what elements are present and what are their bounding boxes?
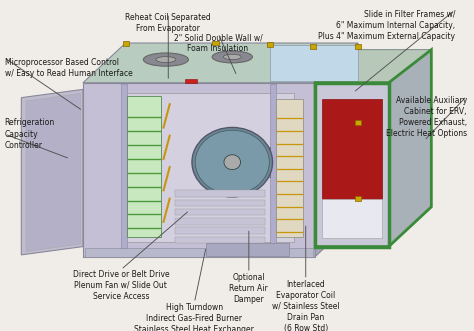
Ellipse shape	[224, 155, 240, 169]
FancyBboxPatch shape	[175, 190, 265, 197]
Bar	[355, 120, 361, 125]
Polygon shape	[270, 45, 358, 81]
Bar	[310, 44, 316, 49]
Polygon shape	[315, 50, 431, 83]
Polygon shape	[389, 50, 431, 247]
Bar	[355, 196, 361, 201]
Bar	[355, 44, 361, 49]
FancyBboxPatch shape	[270, 84, 276, 248]
Bar	[185, 79, 197, 83]
Polygon shape	[315, 50, 358, 247]
Polygon shape	[83, 43, 358, 83]
Ellipse shape	[212, 51, 252, 63]
Polygon shape	[322, 99, 382, 199]
FancyBboxPatch shape	[175, 200, 265, 206]
Ellipse shape	[143, 53, 188, 66]
Polygon shape	[276, 99, 303, 237]
Polygon shape	[315, 43, 358, 257]
Ellipse shape	[195, 130, 269, 194]
Text: Direct Drive or Belt Drive
Plenum Fan w/ Slide Out
Service Access: Direct Drive or Belt Drive Plenum Fan w/…	[73, 270, 169, 301]
Text: Refrigeration
Capacity
Controller: Refrigeration Capacity Controller	[5, 118, 55, 150]
Text: High Turndown
Indirect Gas-Fired Burner
Stainless Steel Heat Exchanger: High Turndown Indirect Gas-Fired Burner …	[135, 303, 254, 331]
Bar	[123, 41, 129, 46]
Text: 2" Solid Double Wall w/
Foam Insulation: 2" Solid Double Wall w/ Foam Insulation	[173, 33, 263, 53]
Polygon shape	[127, 96, 161, 237]
Bar	[267, 42, 273, 47]
Polygon shape	[83, 83, 315, 257]
FancyBboxPatch shape	[175, 237, 265, 243]
Ellipse shape	[156, 57, 176, 63]
Text: Reheat Coil Separated
From Evaporator: Reheat Coil Separated From Evaporator	[126, 13, 211, 33]
Polygon shape	[126, 93, 294, 242]
FancyBboxPatch shape	[85, 248, 313, 257]
Polygon shape	[21, 89, 83, 255]
Polygon shape	[322, 199, 382, 238]
Polygon shape	[232, 147, 270, 177]
FancyBboxPatch shape	[175, 227, 265, 234]
Text: Available Auxiliary
Cabinet for ERV,
Powered Exhaust,
Electric Heat Options: Available Auxiliary Cabinet for ERV, Pow…	[386, 96, 467, 138]
Text: Interlaced
Evaporator Coil
w/ Stainless Steel
Drain Pan
(6 Row Std): Interlaced Evaporator Coil w/ Stainless …	[272, 280, 339, 331]
FancyBboxPatch shape	[175, 218, 265, 225]
FancyBboxPatch shape	[121, 84, 127, 248]
Polygon shape	[315, 83, 389, 247]
FancyBboxPatch shape	[175, 209, 265, 215]
Bar	[212, 41, 219, 45]
Text: Microprocessor Based Control
w/ Easy to Read Human Interface: Microprocessor Based Control w/ Easy to …	[5, 58, 133, 78]
Text: Optional
Return Air
Damper: Optional Return Air Damper	[229, 273, 268, 304]
Text: Slide in Filter Frames w/
6" Maximum Internal Capacity,
Plus 4" Maximum External: Slide in Filter Frames w/ 6" Maximum Int…	[318, 10, 455, 41]
Ellipse shape	[192, 127, 273, 197]
Polygon shape	[26, 93, 81, 252]
Polygon shape	[206, 243, 289, 256]
Ellipse shape	[223, 54, 241, 60]
